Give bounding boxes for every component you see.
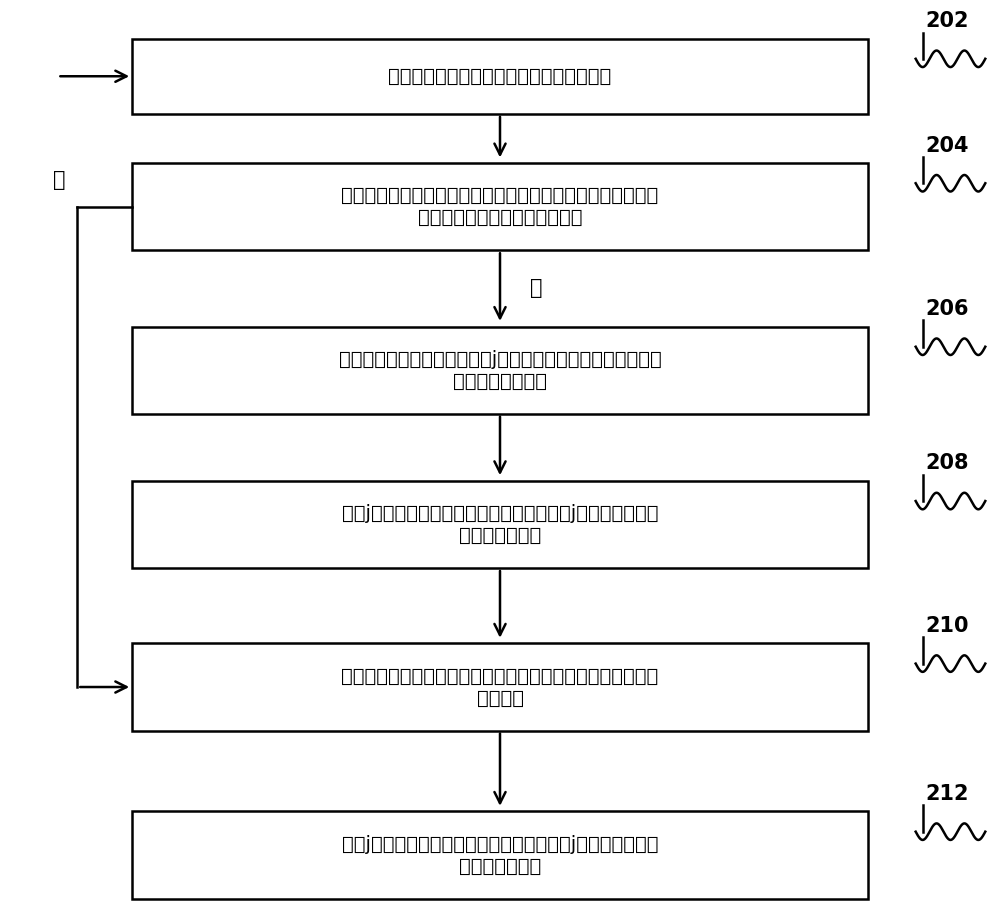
FancyBboxPatch shape bbox=[132, 480, 868, 568]
Text: 在第j次第一化霜模式结束后，控制空调从第j次第一化霜模式
切换回制热模式: 在第j次第一化霜模式结束后，控制空调从第j次第一化霜模式 切换回制热模式 bbox=[342, 504, 658, 545]
Text: 在第j次第一化霜模式结束后，控制空调从第j次第一化霜模式
切换回制热模式: 在第j次第一化霜模式结束后，控制空调从第j次第一化霜模式 切换回制热模式 bbox=[342, 834, 658, 876]
Text: 在运行能力衰减速度小于预设速度的情况下，判断空调的能力
衰减幅度是否大于第一预设幅度: 在运行能力衰减速度小于预设速度的情况下，判断空调的能力 衰减幅度是否大于第一预设… bbox=[341, 186, 659, 227]
Text: 获取空调在制热模式下的运行能力衰减速度: 获取空调在制热模式下的运行能力衰减速度 bbox=[388, 67, 612, 86]
Text: 210: 210 bbox=[926, 616, 969, 636]
Text: 206: 206 bbox=[926, 299, 969, 319]
FancyBboxPatch shape bbox=[132, 163, 868, 250]
Text: 控制空调从制热模式切换到第二化霜模式，并控制空调的室内
风机关闭: 控制空调从制热模式切换到第二化霜模式，并控制空调的室内 风机关闭 bbox=[341, 666, 659, 708]
Text: 202: 202 bbox=[926, 11, 969, 31]
Text: 208: 208 bbox=[926, 454, 969, 473]
Text: 控制空调从制热模式切换到第j次第一化霜模式，并控制空调的
室内风机保持开启: 控制空调从制热模式切换到第j次第一化霜模式，并控制空调的 室内风机保持开启 bbox=[339, 349, 661, 391]
FancyBboxPatch shape bbox=[132, 811, 868, 899]
Text: 212: 212 bbox=[926, 784, 969, 804]
Text: 否: 否 bbox=[530, 278, 542, 298]
FancyBboxPatch shape bbox=[132, 39, 868, 114]
Text: 是: 是 bbox=[53, 170, 66, 190]
FancyBboxPatch shape bbox=[132, 643, 868, 731]
Text: 204: 204 bbox=[926, 136, 969, 156]
FancyBboxPatch shape bbox=[132, 326, 868, 414]
